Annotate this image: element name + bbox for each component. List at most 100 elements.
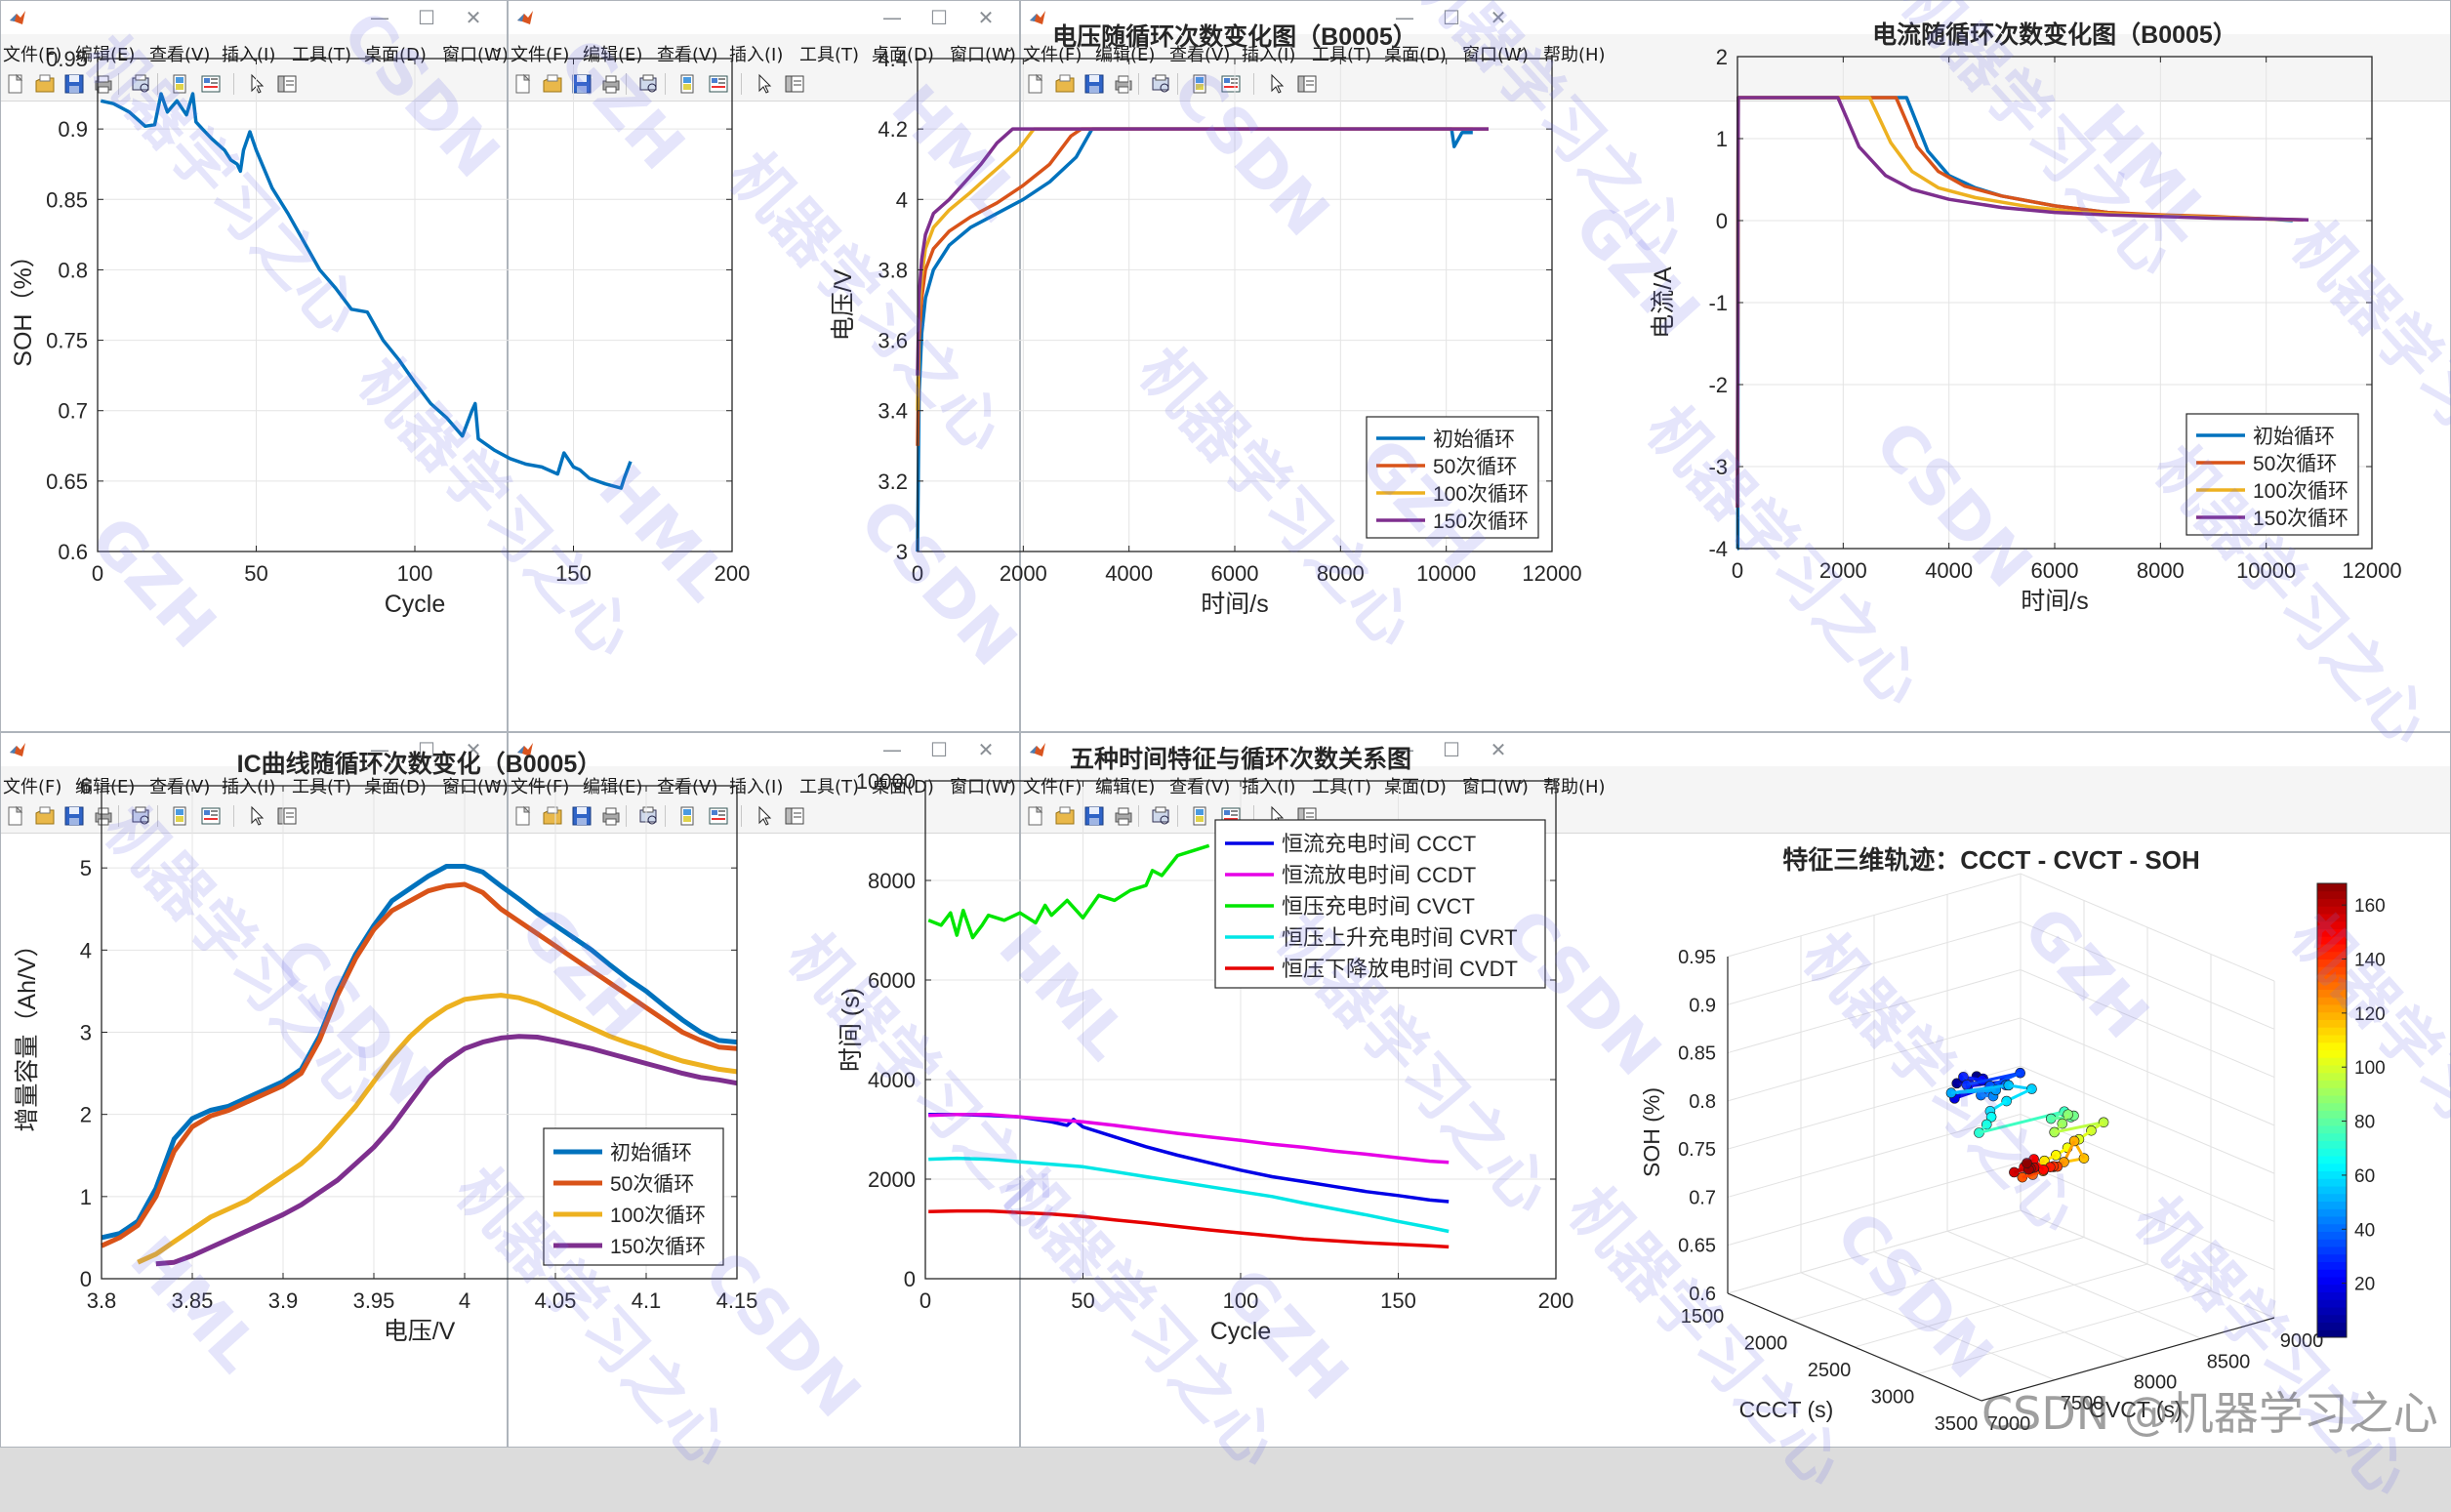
menu-item[interactable]: 插入(I) (1242, 773, 1295, 798)
menu-item[interactable]: 桌面(D) (364, 773, 427, 798)
menu-overflow-icon[interactable]: ⌄ (491, 772, 503, 788)
menu-item[interactable]: 桌面(D) (364, 41, 427, 66)
close-button[interactable]: ✕ (957, 733, 1015, 766)
close-button[interactable]: ✕ (1469, 1, 1528, 34)
link-plot-icon[interactable] (169, 73, 190, 95)
window-titlebar[interactable]: —☐✕ (509, 733, 1019, 766)
close-button[interactable]: ✕ (957, 1, 1015, 34)
menu-overflow-icon[interactable]: ⌄ (1515, 40, 1527, 56)
menu-item[interactable]: 编辑(E) (1095, 773, 1155, 798)
pointer-icon[interactable] (755, 73, 776, 95)
menu-item[interactable]: 帮助(H) (1543, 773, 1606, 798)
pointer-icon[interactable] (247, 805, 268, 827)
window-titlebar[interactable]: —☐✕ (1021, 1, 2450, 34)
print-preview-icon[interactable] (130, 805, 151, 827)
open-folder-icon[interactable] (1054, 73, 1076, 95)
menu-item[interactable]: 插入(I) (729, 773, 783, 798)
insert-colorbar-icon[interactable] (1220, 73, 1242, 95)
menu-overflow-icon[interactable]: ⌄ (491, 40, 503, 56)
insert-colorbar-icon[interactable] (708, 805, 729, 827)
menu-item[interactable]: 桌面(D) (872, 41, 934, 66)
open-folder-icon[interactable] (34, 73, 56, 95)
menu-item[interactable]: 插入(I) (222, 41, 275, 66)
menu-overflow-icon[interactable]: ⌄ (1515, 772, 1527, 788)
new-file-icon[interactable] (5, 73, 26, 95)
menu-item[interactable]: 帮助(H) (1543, 41, 1606, 66)
menu-item[interactable]: 插入(I) (222, 773, 275, 798)
menu-overflow-icon[interactable]: ⌄ (1003, 40, 1015, 56)
menu-item[interactable]: 查看(V) (657, 773, 717, 798)
insert-colorbar-icon[interactable] (1220, 805, 1242, 827)
property-editor-icon[interactable] (784, 73, 805, 95)
window-titlebar[interactable]: —☐✕ (509, 1, 1019, 34)
menu-item[interactable]: 桌面(D) (1384, 41, 1447, 66)
link-plot-icon[interactable] (1189, 73, 1210, 95)
menu-item[interactable]: 插入(I) (1242, 41, 1295, 66)
new-file-icon[interactable] (1025, 73, 1046, 95)
menu-item[interactable]: 文件(F) (3, 41, 61, 66)
open-folder-icon[interactable] (1054, 805, 1076, 827)
link-plot-icon[interactable] (169, 805, 190, 827)
link-plot-icon[interactable] (676, 73, 698, 95)
menu-item[interactable]: 工具(T) (1312, 41, 1371, 66)
menu-item[interactable]: 编辑(E) (75, 773, 135, 798)
menu-item[interactable]: 编辑(E) (583, 773, 642, 798)
close-button[interactable]: ✕ (444, 733, 503, 766)
window-titlebar[interactable]: —☐✕ (1021, 733, 2450, 766)
open-folder-icon[interactable] (542, 805, 563, 827)
print-icon[interactable] (1113, 73, 1134, 95)
print-preview-icon[interactable] (130, 73, 151, 95)
print-icon[interactable] (93, 73, 114, 95)
menu-item[interactable]: 工具(T) (799, 773, 859, 798)
pointer-icon[interactable] (1267, 73, 1288, 95)
menu-item[interactable]: 查看(V) (1169, 773, 1230, 798)
window-titlebar[interactable]: —☐✕ (1, 1, 507, 34)
property-editor-icon[interactable] (276, 805, 298, 827)
property-editor-icon[interactable] (1296, 73, 1318, 95)
pointer-icon[interactable] (755, 805, 776, 827)
property-editor-icon[interactable] (784, 805, 805, 827)
print-preview-icon[interactable] (637, 73, 659, 95)
menu-item[interactable]: 插入(I) (729, 41, 783, 66)
link-plot-icon[interactable] (676, 805, 698, 827)
insert-colorbar-icon[interactable] (200, 73, 222, 95)
open-folder-icon[interactable] (34, 805, 56, 827)
menu-item[interactable]: 文件(F) (1023, 41, 1082, 66)
insert-colorbar-icon[interactable] (708, 73, 729, 95)
menu-item[interactable]: 文件(F) (511, 773, 569, 798)
save-icon[interactable] (1083, 805, 1105, 827)
menu-item[interactable]: 工具(T) (799, 41, 859, 66)
menu-item[interactable]: 工具(T) (292, 773, 351, 798)
new-file-icon[interactable] (5, 805, 26, 827)
window-titlebar[interactable]: —☐✕ (1, 733, 507, 766)
print-preview-icon[interactable] (1150, 805, 1171, 827)
new-file-icon[interactable] (512, 805, 534, 827)
insert-colorbar-icon[interactable] (200, 805, 222, 827)
close-button[interactable]: ✕ (444, 1, 503, 34)
save-icon[interactable] (1083, 73, 1105, 95)
menu-item[interactable]: 编辑(E) (75, 41, 135, 66)
new-file-icon[interactable] (1025, 805, 1046, 827)
property-editor-icon[interactable] (276, 73, 298, 95)
menu-item[interactable]: 查看(V) (149, 41, 210, 66)
pointer-icon[interactable] (1267, 805, 1288, 827)
save-icon[interactable] (571, 73, 592, 95)
menu-item[interactable]: 桌面(D) (1384, 773, 1447, 798)
menu-item[interactable]: 工具(T) (292, 41, 351, 66)
print-preview-icon[interactable] (1150, 73, 1171, 95)
print-icon[interactable] (93, 805, 114, 827)
close-button[interactable]: ✕ (1469, 733, 1528, 766)
print-icon[interactable] (1113, 805, 1134, 827)
link-plot-icon[interactable] (1189, 805, 1210, 827)
menu-item[interactable]: 工具(T) (1312, 773, 1371, 798)
open-folder-icon[interactable] (542, 73, 563, 95)
save-icon[interactable] (63, 805, 85, 827)
menu-item[interactable]: 编辑(E) (1095, 41, 1155, 66)
print-icon[interactable] (600, 73, 622, 95)
new-file-icon[interactable] (512, 73, 534, 95)
menu-overflow-icon[interactable]: ⌄ (1003, 772, 1015, 788)
menu-item[interactable]: 文件(F) (1023, 773, 1082, 798)
menu-item[interactable]: 查看(V) (149, 773, 210, 798)
pointer-icon[interactable] (247, 73, 268, 95)
menu-item[interactable]: 查看(V) (1169, 41, 1230, 66)
